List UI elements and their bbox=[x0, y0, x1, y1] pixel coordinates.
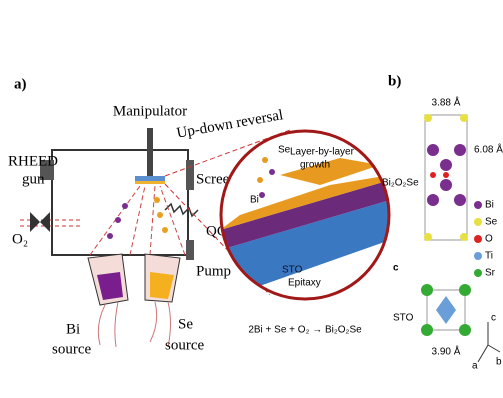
pump-block bbox=[186, 240, 194, 260]
label: c bbox=[393, 263, 399, 274]
label: RHEED bbox=[8, 153, 58, 169]
label: 6.08 Å bbox=[474, 143, 503, 156]
legend-label: Bi bbox=[485, 200, 494, 211]
label: O₂ bbox=[12, 231, 28, 247]
legend-swatch bbox=[474, 201, 482, 209]
particles bbox=[107, 197, 168, 239]
panel-label: b) bbox=[388, 73, 401, 89]
figure: a) Manipulator Up-down reversal RHEED gu… bbox=[0, 0, 503, 398]
equation: 2Bi + Se + O₂ → Bi₂O₂Se bbox=[248, 325, 362, 336]
label: Manipulator bbox=[113, 103, 187, 119]
label: Bi bbox=[250, 195, 259, 206]
label: gun bbox=[22, 171, 45, 187]
label: Pump bbox=[196, 263, 231, 279]
label: source bbox=[165, 337, 204, 353]
label: a bbox=[472, 361, 478, 372]
legend-label: Sr bbox=[485, 268, 496, 279]
label: b bbox=[496, 357, 502, 368]
label: STO bbox=[282, 265, 303, 276]
label: c bbox=[491, 313, 496, 324]
legend-swatch bbox=[474, 218, 482, 226]
legend-label: Ti bbox=[485, 251, 493, 262]
beam bbox=[90, 186, 185, 255]
substrate bbox=[135, 176, 165, 181]
legend-label: O bbox=[485, 234, 493, 245]
label: STO bbox=[393, 313, 414, 324]
label: Epitaxy bbox=[288, 278, 321, 289]
label: Up-down reversal bbox=[175, 107, 284, 141]
label: Bi₂O₂Se bbox=[382, 178, 419, 189]
legend: Bi Se O Ti Sr bbox=[474, 200, 498, 279]
wires bbox=[98, 302, 170, 347]
label: Layer-by-layer bbox=[290, 147, 355, 158]
label: source bbox=[52, 341, 91, 357]
label: 3.90 Å bbox=[432, 345, 461, 358]
label: growth bbox=[300, 160, 330, 171]
crystal-atoms bbox=[421, 114, 471, 336]
legend-swatch bbox=[474, 235, 482, 243]
label: Se bbox=[278, 145, 291, 156]
panel-label: a) bbox=[14, 76, 27, 92]
chamber bbox=[52, 150, 188, 255]
label: Bi bbox=[66, 321, 80, 337]
film bbox=[135, 181, 165, 184]
label: 3.88 Å bbox=[432, 96, 461, 109]
label: Se bbox=[178, 316, 193, 332]
legend-swatch bbox=[474, 269, 482, 277]
valve bbox=[30, 212, 50, 232]
screen-block bbox=[186, 160, 194, 190]
legend-swatch bbox=[474, 252, 482, 260]
legend-label: Se bbox=[485, 217, 498, 228]
